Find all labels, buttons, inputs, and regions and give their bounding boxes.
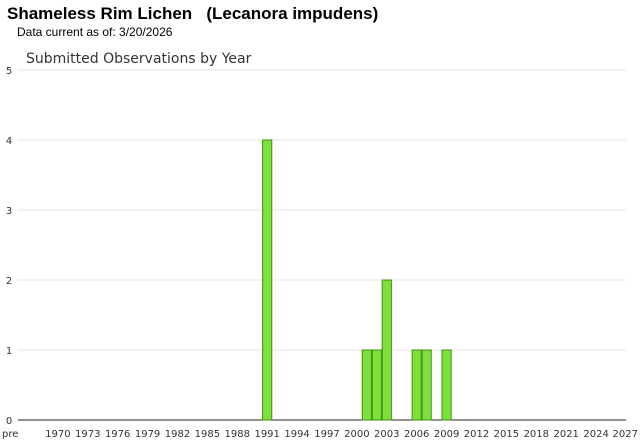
- x-tick-label: 1997: [314, 429, 339, 440]
- bar-2009: [441, 349, 452, 421]
- x-tick-label: 1994: [284, 429, 309, 440]
- y-tick-label: 5: [6, 66, 12, 77]
- bar-2003: [381, 279, 392, 421]
- x-tick-label: 1985: [195, 429, 220, 440]
- bar-2001: [361, 349, 372, 421]
- x-tick-label: 2009: [434, 429, 459, 440]
- x-tick-label: 1979: [135, 429, 160, 440]
- y-tick-label: 2: [6, 276, 12, 287]
- x-tick-label: 2006: [404, 429, 429, 440]
- y-tick-label: 0: [6, 416, 12, 427]
- bar-2006: [411, 349, 422, 421]
- x-tick-label: 1982: [165, 429, 190, 440]
- x-tick-label: 2012: [464, 429, 489, 440]
- x-tick-label: 2021: [553, 429, 578, 440]
- x-tick-label: 1991: [254, 429, 279, 440]
- x-tick-label: 1973: [75, 429, 100, 440]
- x-tick-label: 2024: [583, 429, 608, 440]
- x-tick-label: 1970: [45, 429, 70, 440]
- x-tick-label: 1988: [225, 429, 250, 440]
- x-tick-label: 2027: [613, 429, 638, 440]
- x-tick-label: pre: [2, 429, 18, 440]
- y-tick-label: 3: [6, 206, 12, 217]
- x-tick-label: 1976: [105, 429, 130, 440]
- bar-2002: [371, 349, 382, 421]
- y-tick-label: 4: [6, 136, 12, 147]
- page-title: Shameless Rim Lichen (Lecanora impudens): [7, 4, 379, 23]
- chart-title: Submitted Observations by Year: [26, 51, 252, 67]
- x-tick-label: 2015: [494, 429, 519, 440]
- y-tick-label: 1: [6, 346, 12, 357]
- bar-2007: [421, 349, 432, 421]
- bar-1991: [262, 139, 273, 421]
- x-tick-label: 2003: [374, 429, 399, 440]
- x-tick-label: 2000: [344, 429, 369, 440]
- data-date-subtitle: Data current as of: 3/20/2026: [17, 25, 173, 39]
- x-tick-label: 2018: [524, 429, 549, 440]
